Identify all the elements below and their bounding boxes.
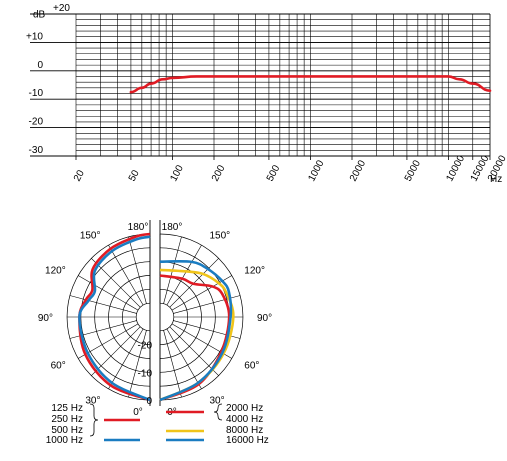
- angle-label: 120°: [244, 266, 265, 277]
- y-tick-label: +10: [26, 31, 43, 42]
- legend-brace: [213, 403, 223, 421]
- angle-label: 180°: [162, 222, 183, 233]
- polar-spoke: [69, 295, 137, 314]
- legend-label: 2000 Hz: [226, 403, 263, 414]
- radial-label: -10: [138, 368, 153, 379]
- right-half-curve-2: [159, 259, 233, 402]
- polar-spoke: [169, 326, 219, 376]
- legend-label: 125 Hz: [51, 403, 83, 414]
- polar-pattern-chart: 0°0°30°30°60°60°90°90°120°120°150°150°18…: [38, 220, 272, 418]
- x-tick-label: 50: [127, 168, 142, 183]
- polar-spoke: [163, 330, 182, 398]
- angle-label: 30°: [85, 395, 100, 406]
- angle-label: 120°: [45, 266, 66, 277]
- polar-spoke: [166, 244, 202, 306]
- y-tick-label: -20: [29, 117, 44, 128]
- y-tick-label: -30: [29, 145, 44, 156]
- series-line-0: [129, 75, 492, 94]
- x-tick-label: 5000: [403, 158, 423, 183]
- legend-label: 4000 Hz: [226, 414, 263, 425]
- x-tick-label: 1000: [306, 158, 326, 183]
- left-half-curve-0: [78, 232, 151, 402]
- angle-label: 0°: [133, 407, 143, 418]
- polar-grid-right: [159, 220, 244, 406]
- legend-label: 8000 Hz: [226, 425, 263, 436]
- y-tick-label: -10: [29, 88, 44, 99]
- legend-label: 16000 Hz: [226, 435, 269, 446]
- polar-spoke: [128, 236, 147, 304]
- legend-label: 250 Hz: [51, 414, 83, 425]
- y-tick-label: +20: [53, 3, 70, 14]
- x-tick-label: 100: [168, 163, 186, 183]
- polar-spoke: [77, 275, 139, 311]
- legend-label: 1000 Hz: [46, 435, 83, 446]
- angle-label: 90°: [38, 313, 53, 324]
- polar-spoke: [108, 244, 144, 306]
- angle-label: 150°: [210, 231, 231, 242]
- x-tick-label: 200: [210, 163, 228, 183]
- polar-ring: [159, 302, 175, 332]
- polar-spoke: [91, 326, 141, 376]
- radial-label: 0: [146, 396, 152, 407]
- legend-brace: [89, 403, 99, 437]
- angle-label: 60°: [244, 361, 259, 372]
- x-tick-label: 10000: [444, 153, 467, 183]
- frequency-response-chart: dB +20 +10 0 -10 -20 -30 20 50 100 200 500 1000 2000 5…: [26, 3, 507, 185]
- y-axis-label: dB: [33, 10, 46, 21]
- x-tick-label: 500: [265, 163, 283, 183]
- radial-label: -20: [138, 341, 153, 352]
- polar-spoke: [166, 328, 202, 390]
- angle-label: 180°: [128, 222, 149, 233]
- angle-label: 90°: [257, 313, 272, 324]
- angle-label: 60°: [51, 361, 66, 372]
- angle-label: 30°: [210, 395, 225, 406]
- angle-label: 150°: [80, 231, 101, 242]
- polar-spoke: [91, 258, 141, 308]
- left-half-curve-1: [78, 235, 151, 402]
- polar-spoke: [108, 328, 144, 390]
- x-tick-label: 2000: [348, 158, 368, 183]
- polar-grid-left: [66, 220, 151, 406]
- polar-spoke: [128, 330, 147, 398]
- y-tick-label: 0: [37, 60, 43, 71]
- legend-label: 500 Hz: [51, 425, 83, 436]
- x-tick-label: 20: [72, 168, 87, 183]
- polar-ring: [135, 302, 151, 332]
- x-unit-label: Hz: [490, 174, 502, 185]
